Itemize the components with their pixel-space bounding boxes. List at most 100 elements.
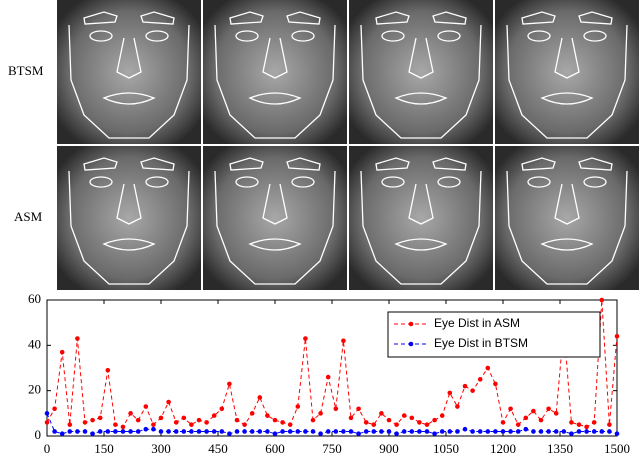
eye: [145, 176, 169, 188]
data-point: [591, 429, 597, 434]
data-point: [386, 417, 392, 423]
data-point: [173, 429, 179, 434]
data-point: [257, 429, 263, 434]
data-point: [409, 429, 415, 434]
eyebrow: [432, 11, 467, 25]
data-point: [546, 406, 551, 412]
x-tick-label: 300: [151, 441, 171, 456]
face-image: [57, 0, 201, 144]
y-tick-label: 60: [28, 291, 41, 306]
eye: [437, 30, 461, 42]
data-point: [363, 429, 369, 434]
mouth: [248, 92, 302, 105]
eye: [235, 30, 259, 42]
data-point: [303, 336, 308, 341]
data-point: [538, 429, 544, 434]
legend-label: Eye Dist in BTSM: [434, 336, 528, 350]
data-point: [52, 406, 57, 412]
mouth: [540, 92, 594, 105]
data-point: [82, 429, 88, 434]
nose: [554, 183, 580, 225]
eye: [145, 30, 169, 42]
data-point: [204, 429, 209, 434]
data-point: [546, 429, 551, 434]
data-point: [386, 429, 392, 434]
series-line: [46, 413, 618, 435]
eye: [527, 176, 551, 188]
eye: [381, 30, 405, 42]
data-point: [493, 381, 498, 387]
data-point: [158, 429, 164, 434]
eyebrow: [578, 11, 613, 25]
face-image: [349, 0, 493, 144]
data-point: [371, 422, 377, 427]
face-contour: [360, 170, 482, 285]
data-point: [477, 429, 483, 434]
eyebrow: [578, 157, 613, 171]
data-point: [272, 417, 278, 423]
data-point: [379, 411, 384, 416]
data-point: [508, 429, 513, 434]
data-point: [120, 424, 126, 430]
data-point: [584, 424, 589, 430]
eyebrow: [375, 157, 410, 171]
mouth: [394, 92, 448, 105]
data-point: [584, 429, 589, 434]
mouth: [102, 238, 156, 251]
data-point: [523, 415, 529, 421]
data-point: [59, 431, 65, 437]
eye: [235, 176, 259, 188]
x-tick-label: 0: [44, 441, 51, 456]
data-point: [242, 422, 247, 427]
data-point: [515, 422, 521, 427]
data-point: [371, 429, 377, 434]
data-point: [500, 420, 506, 425]
data-point: [553, 429, 559, 434]
data-point: [599, 429, 605, 434]
row-label: ASM: [14, 209, 43, 224]
data-point: [287, 422, 293, 427]
data-point: [409, 415, 415, 421]
data-point: [493, 429, 498, 434]
legend-box: [387, 311, 601, 358]
data-point: [113, 422, 118, 427]
data-point: [173, 420, 179, 425]
data-point: [204, 420, 209, 425]
data-point: [417, 429, 422, 434]
face-image: [57, 146, 201, 290]
eyebrow: [286, 11, 321, 25]
data-point: [470, 429, 475, 434]
eyebrow: [140, 11, 175, 25]
face-image: [495, 0, 639, 144]
x-tick-label: 150: [94, 441, 114, 456]
data-point: [135, 417, 141, 423]
data-point: [105, 367, 111, 373]
data-point: [318, 411, 323, 416]
nose: [116, 183, 142, 225]
eyebrow: [140, 157, 175, 171]
legend-marker: [408, 341, 414, 347]
data-point: [325, 374, 331, 380]
y-tick-label: 0: [35, 427, 42, 442]
data-point: [348, 429, 354, 434]
data-point: [219, 429, 225, 434]
data-point: [143, 404, 149, 409]
data-point: [310, 429, 316, 434]
data-point: [135, 429, 141, 434]
data-point: [82, 420, 88, 425]
data-point: [401, 413, 407, 418]
data-point: [401, 429, 407, 434]
data-point: [341, 429, 346, 434]
series-line: [46, 299, 618, 428]
nose: [262, 37, 288, 79]
face-contour: [214, 24, 336, 139]
data-point: [44, 411, 50, 416]
data-point: [333, 429, 339, 434]
data-point: [455, 429, 460, 434]
data-point: [356, 406, 361, 412]
data-point: [348, 415, 354, 421]
nose: [408, 37, 434, 79]
data-point: [227, 431, 232, 437]
